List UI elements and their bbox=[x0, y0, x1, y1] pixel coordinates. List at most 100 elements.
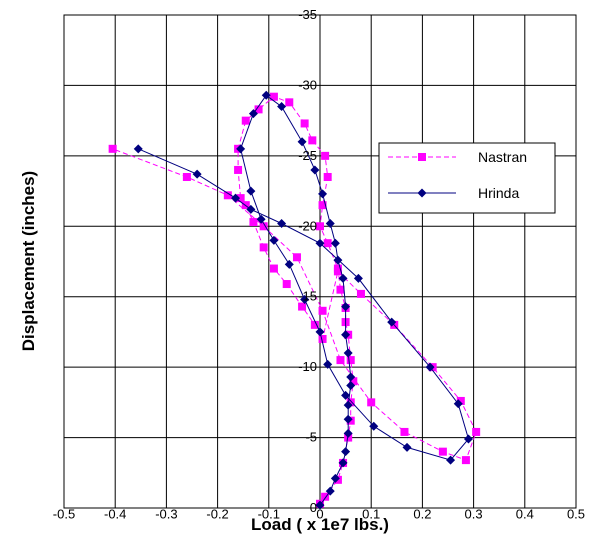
data-point-diamond bbox=[453, 399, 463, 409]
data-point-square bbox=[346, 356, 355, 365]
data-point-diamond bbox=[269, 235, 279, 245]
data-point-diamond bbox=[402, 442, 412, 452]
data-point-square bbox=[356, 289, 365, 298]
data-point-diamond bbox=[338, 458, 348, 468]
y-tick-label: -25 bbox=[298, 148, 317, 163]
data-point-square bbox=[318, 306, 327, 315]
data-point-diamond bbox=[330, 238, 340, 248]
x-tick-label: -0.4 bbox=[104, 507, 126, 522]
legend-label: Nastran bbox=[478, 149, 527, 165]
data-point-diamond bbox=[341, 447, 351, 457]
data-point-diamond bbox=[284, 259, 294, 269]
data-point-diamond bbox=[369, 421, 379, 431]
data-point-square bbox=[234, 165, 243, 174]
data-point-diamond bbox=[236, 144, 246, 154]
data-point-diamond bbox=[346, 380, 356, 390]
data-point-diamond bbox=[338, 273, 348, 283]
data-point-square bbox=[269, 264, 278, 273]
data-point-diamond bbox=[246, 186, 256, 196]
x-tick-label: -0.1 bbox=[258, 507, 280, 522]
data-point-square bbox=[333, 267, 342, 276]
data-point-square bbox=[259, 222, 268, 231]
data-point-diamond bbox=[310, 165, 320, 175]
data-point-diamond bbox=[256, 214, 266, 224]
y-axis-ticks: 0 -5 -10 -15 -20 -25 -30 -35 bbox=[298, 7, 317, 515]
data-point-diamond bbox=[343, 348, 353, 358]
data-point-square bbox=[336, 356, 345, 365]
data-point-square bbox=[456, 396, 465, 405]
data-point-square bbox=[461, 456, 470, 465]
x-tick-label: -0.5 bbox=[53, 507, 75, 522]
y-tick-label: -5 bbox=[305, 430, 317, 445]
data-point-square bbox=[318, 334, 327, 343]
data-point-square bbox=[249, 218, 258, 227]
data-point-diamond bbox=[300, 295, 310, 305]
data-point-diamond bbox=[343, 400, 353, 410]
legend-entry: Hrinda bbox=[388, 185, 519, 201]
data-point-square bbox=[282, 280, 291, 289]
data-point-diamond bbox=[353, 273, 363, 283]
x-tick-label: 0 bbox=[316, 507, 323, 522]
data-point-square bbox=[300, 119, 309, 128]
data-point-square bbox=[259, 243, 268, 252]
data-point-diamond bbox=[315, 500, 325, 510]
data-point-diamond bbox=[341, 302, 351, 312]
y-tick-label: -10 bbox=[298, 359, 317, 374]
data-point-square bbox=[438, 447, 447, 456]
x-tick-label: 0.2 bbox=[413, 507, 431, 522]
data-point-square bbox=[418, 153, 426, 161]
data-point-square bbox=[323, 239, 332, 248]
data-point-square bbox=[308, 136, 317, 145]
data-point-diamond bbox=[325, 486, 335, 496]
x-axis-ticks: -0.5 -0.4 -0.3 -0.2 -0.1 0 0.1 0.2 0.3 0.4 0.5 bbox=[53, 507, 585, 522]
x-tick-label: -0.3 bbox=[155, 507, 177, 522]
data-point-diamond bbox=[341, 390, 351, 400]
y-tick-label: -35 bbox=[298, 7, 317, 22]
data-point-diamond bbox=[343, 414, 353, 424]
data-point-diamond bbox=[315, 238, 325, 248]
x-tick-label: 0.4 bbox=[516, 507, 534, 522]
data-point-diamond bbox=[446, 455, 456, 465]
data-point-square bbox=[223, 191, 232, 200]
x-tick-label: 0.3 bbox=[465, 507, 483, 522]
series-layer bbox=[108, 90, 481, 510]
data-point-diamond bbox=[387, 317, 397, 327]
data-point-square bbox=[336, 285, 345, 294]
data-point-square bbox=[321, 151, 330, 160]
data-point-diamond bbox=[330, 473, 340, 483]
data-point-square bbox=[472, 427, 481, 436]
data-point-diamond bbox=[315, 327, 325, 337]
data-point-diamond bbox=[323, 359, 333, 369]
data-point-diamond bbox=[417, 188, 427, 198]
data-point-square bbox=[108, 144, 117, 153]
data-point-diamond bbox=[346, 372, 356, 382]
legend: Nastran Hrinda bbox=[378, 142, 556, 214]
legend-box bbox=[378, 142, 556, 214]
data-point-square bbox=[349, 377, 358, 386]
data-point-square bbox=[269, 92, 278, 101]
data-point-square bbox=[236, 194, 245, 203]
data-point-diamond bbox=[341, 330, 351, 340]
data-point-square bbox=[318, 201, 327, 210]
data-point-square bbox=[241, 116, 250, 125]
series-hrinda bbox=[133, 90, 473, 510]
y-tick-label: -30 bbox=[298, 77, 317, 92]
data-point-square bbox=[285, 98, 294, 107]
legend-entry: Nastran bbox=[388, 149, 527, 165]
data-point-square bbox=[316, 222, 324, 231]
x-tick-label: -0.2 bbox=[206, 507, 228, 522]
data-point-diamond bbox=[343, 428, 353, 438]
data-point-diamond bbox=[133, 144, 143, 154]
x-tick-label: 0.5 bbox=[567, 507, 585, 522]
data-point-square bbox=[346, 398, 355, 407]
data-point-diamond bbox=[425, 362, 435, 372]
data-point-square bbox=[292, 253, 301, 262]
data-point-diamond bbox=[277, 218, 287, 228]
data-point-diamond bbox=[333, 255, 343, 265]
data-point-square bbox=[182, 172, 191, 181]
data-point-diamond bbox=[297, 137, 307, 147]
data-point-diamond bbox=[277, 102, 287, 112]
data-point-square bbox=[400, 427, 409, 436]
data-point-square bbox=[323, 172, 332, 181]
